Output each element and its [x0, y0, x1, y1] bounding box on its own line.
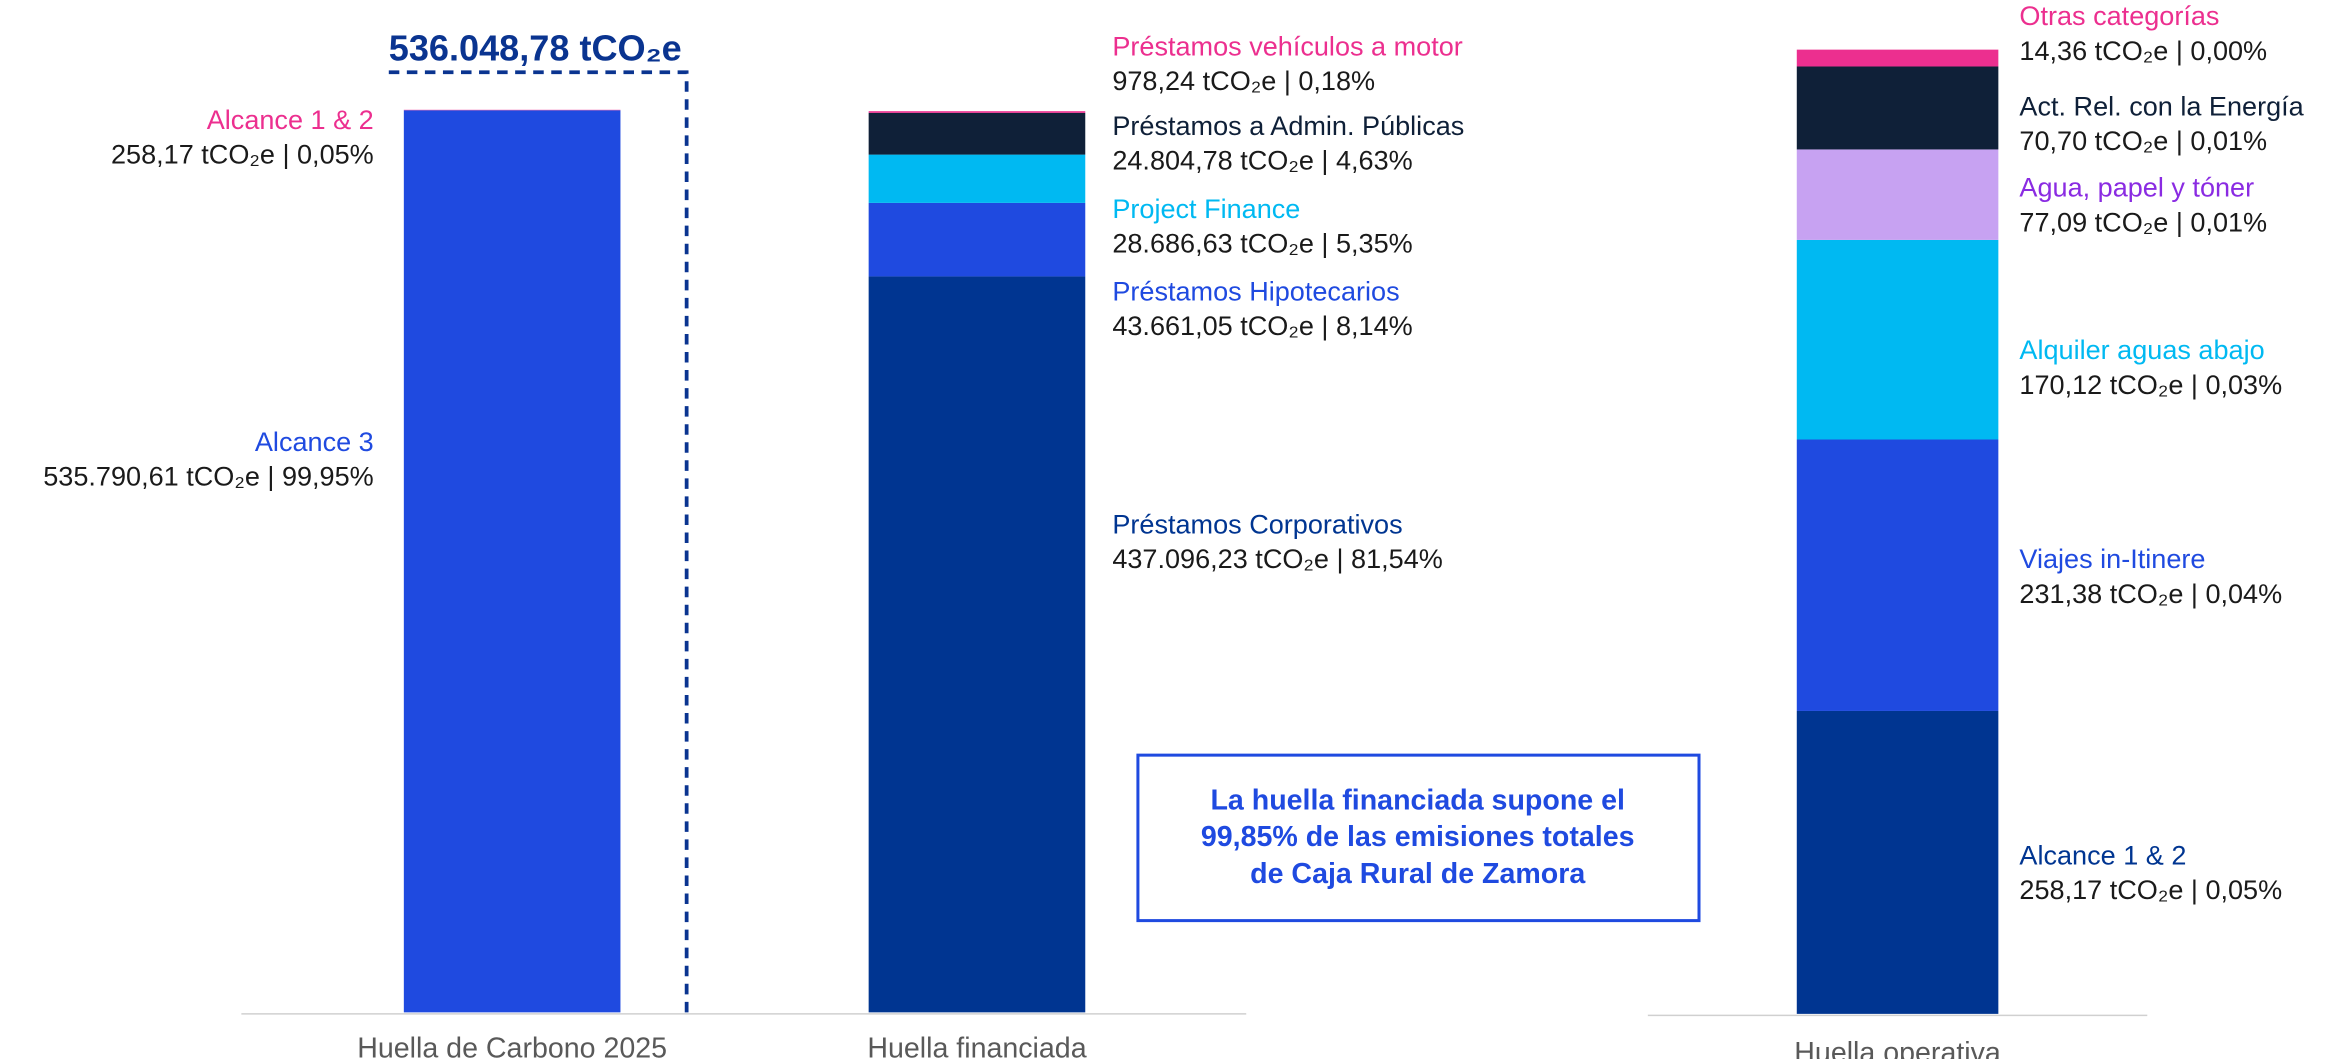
- bar-segment: [1797, 66, 1999, 149]
- bar-segment: [1797, 50, 1999, 67]
- annotation: La huella financiada supone el: [1210, 784, 1624, 816]
- segment-value: 14,36 tCO₂e | 0,00%: [2019, 35, 2267, 66]
- segment-value: 258,17 tCO₂e | 0,05%: [2019, 874, 2282, 905]
- bar-segment: [869, 276, 1086, 1012]
- segment-name: Alquiler aguas abajo: [2019, 334, 2264, 365]
- annotation: de Caja Rural de Zamora: [1250, 858, 1586, 890]
- segment-name: Préstamos Hipotecarios: [1112, 275, 1399, 306]
- segment-value: 170,12 tCO₂e | 0,03%: [2019, 369, 2282, 400]
- bar-segment: [869, 111, 1086, 113]
- total-label: 536.048,78 tCO₂e: [389, 28, 682, 69]
- segment-name: Agua, papel y tóner: [2019, 172, 2254, 203]
- segment-value: 437.096,23 tCO₂e | 81,54%: [1112, 543, 1443, 574]
- segment-name: Viajes in-Itinere: [2019, 543, 2205, 574]
- bar-segment: [404, 110, 621, 1012]
- x-axis-label: Huella operativa: [1794, 1037, 2001, 1059]
- segment-value: 978,24 tCO₂e | 0,18%: [1112, 65, 1375, 96]
- bar-segment: [1797, 240, 1999, 440]
- segment-name: Préstamos vehículos a motor: [1112, 30, 1462, 61]
- segment-value: 70,70 tCO₂e | 0,01%: [2019, 125, 2267, 156]
- segment-name: Otras categorías: [2019, 0, 2219, 31]
- segment-name: Alcance 1 & 2: [2019, 840, 2186, 871]
- segment-value: 231,38 tCO₂e | 0,04%: [2019, 578, 2282, 609]
- annotation: 99,85% de las emisiones totales: [1201, 821, 1635, 853]
- x-axis-label: Huella de Carbono 2025: [357, 1033, 667, 1059]
- segment-value: 43.661,05 tCO₂e | 8,14%: [1112, 310, 1412, 341]
- segment-name: Préstamos Corporativos: [1112, 509, 1402, 540]
- bar-segment: [1797, 149, 1999, 239]
- segment-value: 24.804,78 tCO₂e | 4,63%: [1112, 145, 1412, 176]
- segment-name: Act. Rel. con la Energía: [2019, 90, 2304, 121]
- segment-name: Alcance 3: [255, 426, 374, 457]
- segment-value: 28.686,63 tCO₂e | 5,35%: [1112, 227, 1412, 258]
- x-axis-label: Huella financiada: [867, 1033, 1086, 1059]
- bar-segment: [1797, 439, 1999, 710]
- bar-segment: [1797, 711, 1999, 1014]
- bar-segment: [869, 203, 1086, 277]
- segment-value: 535.790,61 tCO₂e | 99,95%: [43, 461, 374, 492]
- segment-name: Alcance 1 & 2: [207, 104, 374, 135]
- segment-value: 258,17 tCO₂e | 0,05%: [111, 139, 374, 170]
- bar-segment: [869, 155, 1086, 203]
- segment-name: Project Finance: [1112, 193, 1300, 224]
- segment-name: Préstamos a Admin. Públicas: [1112, 110, 1464, 141]
- bar-segment: [869, 113, 1086, 155]
- segment-value: 77,09 tCO₂e | 0,01%: [2019, 206, 2267, 237]
